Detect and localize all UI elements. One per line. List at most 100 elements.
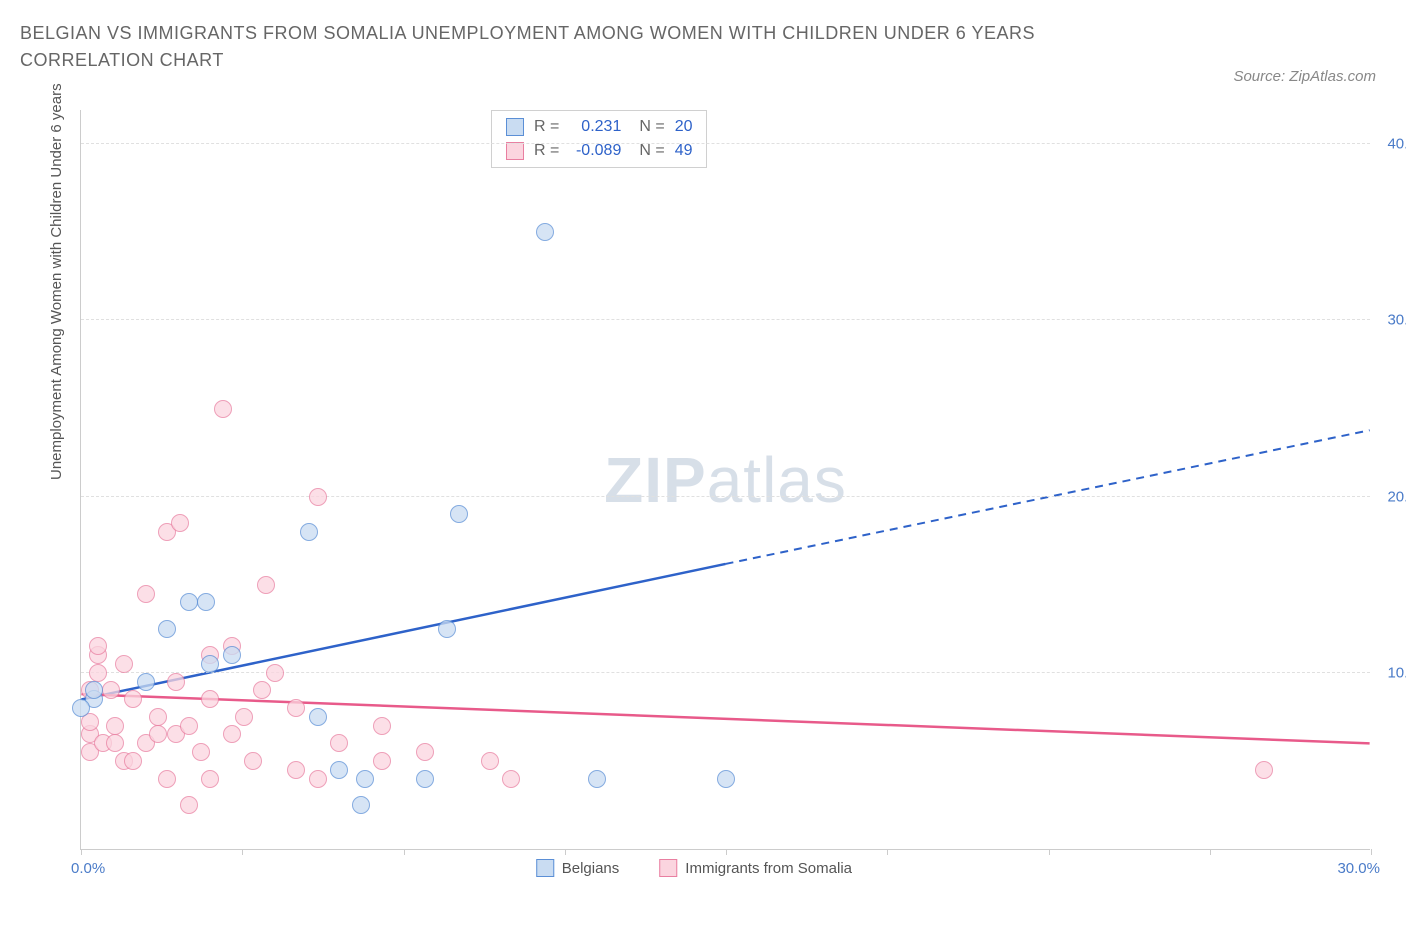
data-point-somalia [373,717,391,735]
legend-item-somalia: Immigrants from Somalia [659,859,852,877]
data-point-somalia [167,673,185,691]
data-point-somalia [287,761,305,779]
n-value: 20 [675,115,693,139]
data-point-somalia [223,725,241,743]
x-tick [1371,849,1372,855]
x-tick [81,849,82,855]
data-point-somalia [287,699,305,717]
data-point-belgians [85,681,103,699]
data-point-somalia [149,708,167,726]
data-point-somalia [158,770,176,788]
data-point-somalia [502,770,520,788]
swatch-belgians [506,118,524,136]
trend-lines [81,110,1370,849]
swatch-somalia [506,142,524,160]
data-point-somalia [416,743,434,761]
x-tick [1049,849,1050,855]
data-point-somalia [89,637,107,655]
data-point-belgians [180,593,198,611]
watermark: ZIPatlas [604,443,847,517]
data-point-belgians [201,655,219,673]
data-point-somalia [180,717,198,735]
data-point-somalia [266,664,284,682]
data-point-belgians [438,620,456,638]
data-point-somalia [373,752,391,770]
x-tick [242,849,243,855]
x-tick [1210,849,1211,855]
stats-box: R = 0.231 N = 20 R = -0.089 N = 49 [491,110,707,168]
data-point-somalia [89,664,107,682]
data-point-somalia [124,690,142,708]
data-point-somalia [171,514,189,532]
chart-container: BELGIAN VS IMMIGRANTS FROM SOMALIA UNEMP… [20,20,1386,910]
data-point-somalia [201,770,219,788]
y-tick-label: 20.0% [1375,488,1406,505]
data-point-somalia [330,734,348,752]
n-label: N = [639,115,664,139]
stats-row-belgians: R = 0.231 N = 20 [506,115,692,139]
data-point-belgians [450,505,468,523]
data-point-somalia [309,770,327,788]
legend-label-belgians: Belgians [562,860,620,877]
x-tick [726,849,727,855]
x-tick [565,849,566,855]
y-tick-label: 10.0% [1375,664,1406,681]
gridline [81,319,1370,320]
gridline [81,143,1370,144]
watermark-bold: ZIP [604,444,707,516]
data-point-somalia [115,655,133,673]
data-point-somalia [309,488,327,506]
r-label: R = [534,115,559,139]
data-point-somalia [180,796,198,814]
data-point-somalia [253,681,271,699]
r-value: 0.231 [569,115,621,139]
data-point-belgians [416,770,434,788]
data-point-belgians [300,523,318,541]
plot-area: ZIPatlas R = 0.231 N = 20 R = -0.089 N =… [80,110,1370,850]
data-point-belgians [137,673,155,691]
data-point-somalia [244,752,262,770]
data-point-somalia [106,734,124,752]
data-point-somalia [214,400,232,418]
data-point-somalia [192,743,210,761]
data-point-belgians [223,646,241,664]
data-point-belgians [197,593,215,611]
data-point-somalia [1255,761,1273,779]
data-point-somalia [481,752,499,770]
trend-line-somalia [81,694,1369,743]
data-point-belgians [309,708,327,726]
data-point-belgians [352,796,370,814]
source-attribution: Source: ZipAtlas.com [1233,68,1376,85]
legend: Belgians Immigrants from Somalia [536,859,852,877]
chart-title: BELGIAN VS IMMIGRANTS FROM SOMALIA UNEMP… [20,20,1120,74]
data-point-belgians [330,761,348,779]
x-tick [404,849,405,855]
data-point-somalia [124,752,142,770]
x-tick [887,849,888,855]
legend-label-somalia: Immigrants from Somalia [685,860,852,877]
legend-swatch-belgians [536,859,554,877]
watermark-light: atlas [707,444,847,516]
legend-item-belgians: Belgians [536,859,620,877]
data-point-belgians [536,223,554,241]
data-point-belgians [72,699,90,717]
data-point-somalia [201,690,219,708]
gridline [81,496,1370,497]
y-tick-label: 30.0% [1375,312,1406,329]
x-axis-max-label: 30.0% [1337,860,1380,877]
trend-line-dashed-belgians [726,430,1370,564]
data-point-belgians [588,770,606,788]
x-axis-min-label: 0.0% [71,860,105,877]
data-point-belgians [356,770,374,788]
y-tick-label: 40.0% [1375,136,1406,153]
legend-swatch-somalia [659,859,677,877]
data-point-somalia [235,708,253,726]
data-point-belgians [717,770,735,788]
data-point-somalia [106,717,124,735]
data-point-belgians [158,620,176,638]
data-point-somalia [257,576,275,594]
data-point-somalia [102,681,120,699]
y-axis-title: Unemployment Among Women with Children U… [48,83,65,480]
data-point-somalia [137,585,155,603]
data-point-somalia [149,725,167,743]
